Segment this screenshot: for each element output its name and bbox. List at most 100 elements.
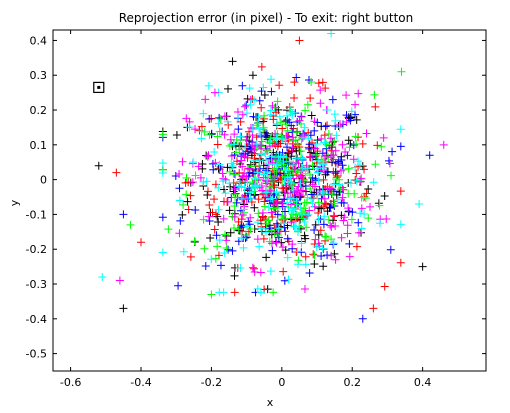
data-point <box>306 194 315 203</box>
data-point <box>307 77 316 86</box>
data-point <box>218 169 227 178</box>
data-point <box>347 107 356 116</box>
outlier-point <box>94 161 103 170</box>
data-point <box>227 152 236 161</box>
data-point <box>267 226 276 235</box>
data-point <box>265 160 274 169</box>
data-point <box>336 120 345 129</box>
data-point <box>213 132 222 141</box>
outlier-point <box>397 67 406 76</box>
plot-area[interactable]: -0.6 -0.4 -0.2 0 0.2 0.4 0.4 0.3 0.2 0.1 0 -0.1 -0.2… <box>26 29 487 389</box>
data-point <box>280 276 289 285</box>
data-point <box>300 217 309 226</box>
data-point <box>313 191 322 200</box>
data-point <box>264 203 273 212</box>
data-point <box>323 121 332 130</box>
data-point <box>338 161 347 170</box>
data-point <box>178 210 187 219</box>
data-point <box>292 73 301 82</box>
x-tick-label: -0.4 <box>130 376 151 389</box>
data-point <box>235 182 244 191</box>
selected-point-dot <box>97 85 101 89</box>
data-point <box>308 161 317 170</box>
data-point <box>345 252 354 261</box>
data-point <box>220 230 229 239</box>
data-point <box>286 200 295 209</box>
outlier-point <box>137 238 146 247</box>
selected-point-square <box>93 81 105 94</box>
data-point <box>222 243 231 252</box>
data-point <box>282 131 291 140</box>
data-point <box>306 94 315 103</box>
data-point <box>175 196 184 205</box>
data-point <box>385 159 394 168</box>
data-point <box>248 95 257 104</box>
data-point <box>314 177 323 186</box>
data-point <box>373 141 382 150</box>
data-point <box>331 146 340 155</box>
y-tick-label: 0.3 <box>30 69 48 82</box>
data-point <box>242 195 251 204</box>
data-point <box>272 119 281 128</box>
data-point <box>190 237 199 246</box>
outlier-point <box>415 199 424 208</box>
data-point <box>396 187 405 196</box>
data-point <box>214 217 223 226</box>
data-point <box>379 133 388 142</box>
data-point <box>237 183 246 192</box>
data-point <box>260 90 269 99</box>
data-point <box>254 195 263 204</box>
data-point <box>337 233 346 242</box>
data-point <box>176 216 185 225</box>
data-point <box>316 86 325 95</box>
data-point <box>242 135 251 144</box>
data-point <box>375 201 384 210</box>
data-point <box>360 165 369 174</box>
data-point <box>210 225 219 234</box>
data-point <box>211 210 220 219</box>
data-point <box>345 143 354 152</box>
data-point <box>329 211 338 220</box>
data-point <box>197 127 206 136</box>
data-point <box>320 138 329 147</box>
data-point <box>285 157 294 166</box>
data-point <box>278 148 287 157</box>
data-point <box>322 233 331 242</box>
data-point <box>257 87 266 96</box>
data-point <box>310 182 319 191</box>
data-point <box>300 231 309 240</box>
data-point <box>191 125 200 134</box>
y-tick-label: -0.1 <box>26 208 47 221</box>
data-point <box>260 202 269 211</box>
data-point <box>281 207 290 216</box>
data-point <box>386 245 395 254</box>
data-point <box>344 136 353 145</box>
data-point <box>279 152 288 161</box>
data-point <box>292 128 301 137</box>
data-point <box>194 162 203 171</box>
data-point <box>275 112 284 121</box>
data-point <box>175 184 184 193</box>
data-point <box>252 139 261 148</box>
data-point <box>219 214 228 223</box>
data-point <box>310 259 319 268</box>
data-point <box>267 208 276 217</box>
data-point <box>224 245 233 254</box>
data-point <box>210 195 219 204</box>
data-point <box>295 116 304 125</box>
data-point <box>357 204 366 213</box>
data-point <box>336 166 345 175</box>
data-point <box>253 168 262 177</box>
data-point <box>181 178 190 187</box>
data-point <box>221 189 230 198</box>
data-point <box>239 243 248 252</box>
data-point <box>290 187 299 196</box>
data-point <box>323 184 332 193</box>
data-point <box>215 127 224 136</box>
data-point <box>281 227 290 236</box>
data-point <box>318 188 327 197</box>
data-point <box>396 125 405 134</box>
data-point <box>234 225 243 234</box>
data-point <box>158 248 167 257</box>
